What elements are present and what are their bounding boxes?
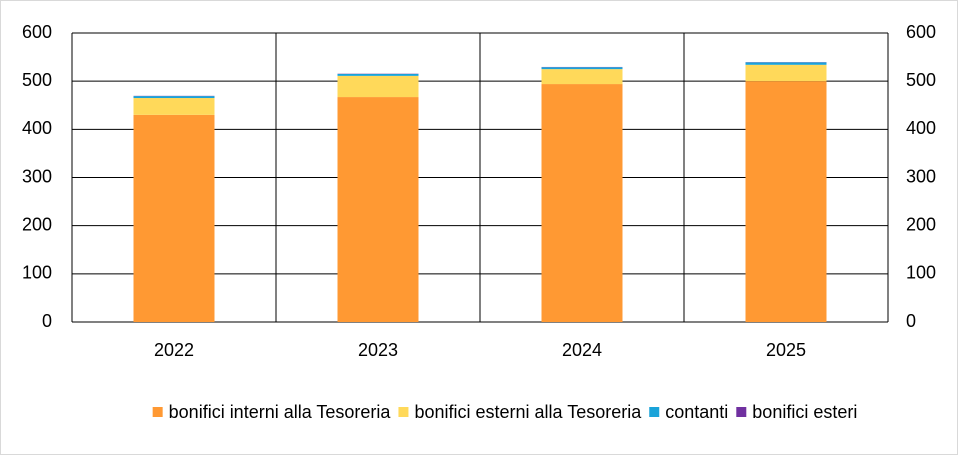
y-tick-label: 400: [22, 118, 52, 138]
bar-segment: [337, 97, 419, 322]
y2-tick-label: 500: [906, 70, 936, 90]
x-tick-label: 2024: [562, 340, 602, 360]
legend-swatch: [152, 407, 163, 417]
y-tick-label: 100: [22, 263, 52, 283]
x-tick-label: 2025: [766, 340, 806, 360]
y-tick-label: 500: [22, 70, 52, 90]
bar-segment: [541, 69, 623, 85]
y-tick-label: 0: [42, 311, 52, 331]
bar-segment: [133, 96, 215, 99]
legend-swatch: [398, 407, 409, 417]
y2-tick-label: 400: [906, 118, 936, 138]
legend-label: bonifici interni alla Tesoreria: [169, 402, 392, 422]
bar-segment: [541, 84, 623, 322]
bar-segment: [541, 67, 623, 70]
y2-tick-label: 600: [906, 22, 936, 42]
legend-swatch: [649, 407, 660, 417]
bar-segment: [337, 75, 419, 98]
legend-swatch: [736, 407, 747, 417]
x-tick-label: 2022: [154, 340, 194, 360]
y-tick-label: 200: [22, 214, 52, 234]
y2-tick-label: 0: [906, 311, 916, 331]
bar-segment: [133, 114, 215, 322]
y2-tick-label: 300: [906, 166, 936, 186]
legend-label: contanti: [665, 402, 728, 422]
y2-tick-label: 100: [906, 263, 936, 283]
y-tick-label: 300: [22, 166, 52, 186]
bar-segment: [745, 62, 827, 65]
y-tick-label: 600: [22, 22, 52, 42]
legend-label: bonifici esterni alla Tesoreria: [414, 402, 642, 422]
bar-segment: [337, 73, 419, 76]
bar-segment: [745, 81, 827, 323]
x-tick-label: 2023: [358, 340, 398, 360]
legend-label: bonifici esteri: [752, 402, 857, 422]
bar-segment: [745, 64, 827, 82]
y2-tick-label: 200: [906, 214, 936, 234]
bar-segment: [133, 98, 215, 115]
